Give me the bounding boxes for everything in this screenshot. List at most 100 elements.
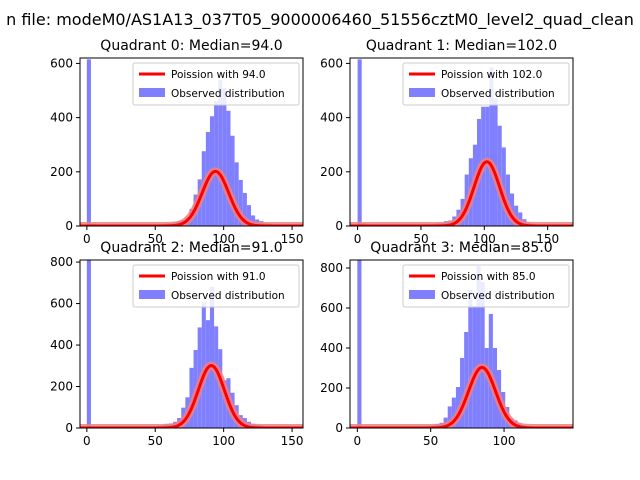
subplot-2: 0 50 100 150 0 200 400 600 800 Quadrant 2: Median… xyxy=(50,240,303,448)
subplot-title: Quadrant 1: Median=102.0 xyxy=(366,38,557,54)
histogram-bar xyxy=(214,101,219,226)
y-tick-label: 0 xyxy=(65,421,73,435)
x-tick-label: 50 xyxy=(423,434,438,448)
subplot-0: 0 50 100 150 0 200 400 600 Quadrant 0: Median=94… xyxy=(50,38,303,246)
legend: Poission with 102.0 Observed distribution xyxy=(402,62,570,106)
subplot-title: Quadrant 3: Median=85.0 xyxy=(370,240,552,256)
y-tick-label: 800 xyxy=(320,261,343,275)
x-tick-label: 150 xyxy=(281,434,304,448)
subplot-3: 0 50 100 0 200 400 600 800 Quadrant 3: Median=85… xyxy=(320,240,574,448)
y-tick-label: 200 xyxy=(50,380,73,394)
y-tick-label: 400 xyxy=(320,111,343,125)
histogram-bar xyxy=(447,406,452,428)
legend-box xyxy=(402,62,570,106)
histogram-bar xyxy=(464,332,469,428)
figure-suptitle: n file: modeM0/AS1A13_037T05_9000006460_… xyxy=(6,10,634,30)
legend-bar-label: Observed distribution xyxy=(171,88,285,100)
histogram-bar xyxy=(472,306,477,428)
legend-box xyxy=(132,264,300,308)
x-tick-label: 100 xyxy=(493,434,516,448)
y-tick-label: 800 xyxy=(50,255,73,269)
legend-bar-swatch xyxy=(409,88,435,97)
histogram-bar xyxy=(209,286,215,428)
histogram-bar xyxy=(357,260,362,428)
x-tick-label: 150 xyxy=(536,232,559,246)
x-tick-label: 100 xyxy=(212,434,235,448)
subplot-title: Quadrant 2: Median=91.0 xyxy=(100,240,282,256)
histogram-bar xyxy=(226,110,231,226)
histogram-bar xyxy=(86,260,91,428)
y-tick-label: 600 xyxy=(50,56,73,70)
y-tick-label: 0 xyxy=(335,421,343,435)
y-tick-label: 200 xyxy=(50,165,73,179)
y-tick-label: 400 xyxy=(50,111,73,125)
histogram-bar xyxy=(222,380,227,428)
histogram-bar xyxy=(251,215,256,226)
legend-bar-label: Observed distribution xyxy=(441,88,555,100)
histogram-bar xyxy=(238,179,243,226)
legend: Poission with 91.0 Observed distribution xyxy=(132,264,300,308)
y-tick-label: 200 xyxy=(320,165,343,179)
poisson-curve xyxy=(350,160,573,226)
histogram-bar xyxy=(460,358,465,428)
histogram-bar xyxy=(86,59,91,226)
subplot-1: 0 50 100 150 0 200 400 600 Quadrant 1: Median=10… xyxy=(320,38,574,246)
legend-bar-swatch xyxy=(139,290,165,299)
legend-box xyxy=(402,264,570,308)
histogram-bar xyxy=(501,147,506,226)
legend-line-label: Poission with 91.0 xyxy=(171,271,266,283)
y-tick-label: 400 xyxy=(50,338,73,352)
histogram-bar xyxy=(451,397,456,428)
histogram-bar xyxy=(246,205,252,226)
axes-frame xyxy=(349,259,574,429)
poisson-curve xyxy=(80,169,303,226)
histogram-bar xyxy=(218,79,223,226)
y-tick-label: 0 xyxy=(65,219,73,233)
axes-frame xyxy=(79,57,304,227)
x-tick-label: 0 xyxy=(83,232,91,246)
histogram-bar xyxy=(242,192,247,226)
x-tick-label: 50 xyxy=(413,232,428,246)
histogram-bar xyxy=(201,302,206,428)
histogram-bar xyxy=(484,348,489,428)
x-tick-label: 150 xyxy=(281,232,304,246)
histogram-bar xyxy=(476,266,481,428)
histogram-bar xyxy=(468,290,473,428)
histogram-bar xyxy=(493,98,498,226)
legend-bar-swatch xyxy=(139,88,165,97)
legend-line-label: Poission with 94.0 xyxy=(171,69,266,81)
y-tick-label: 600 xyxy=(320,301,343,315)
legend-bar-label: Observed distribution xyxy=(441,290,555,302)
histogram-bar xyxy=(357,59,362,226)
y-tick-label: 0 xyxy=(335,219,343,233)
x-tick-label: 0 xyxy=(354,434,362,448)
axes-frame xyxy=(349,57,574,227)
legend: Poission with 94.0 Observed distribution xyxy=(132,62,300,106)
y-tick-label: 400 xyxy=(320,341,343,355)
histogram-bar xyxy=(234,162,239,226)
legend: Poission with 85.0 Observed distribution xyxy=(402,264,570,308)
histogram-bar xyxy=(230,135,235,226)
histogram-bar xyxy=(222,87,227,226)
subplots: 0 50 100 150 0 200 400 600 Quadrant 0: Median=94… xyxy=(50,38,574,448)
y-tick-label: 600 xyxy=(50,297,73,311)
subplot-title: Quadrant 0: Median=94.0 xyxy=(100,38,282,54)
legend-line-label: Poission with 102.0 xyxy=(441,69,542,81)
legend-bar-swatch xyxy=(409,290,435,299)
histogram-bar xyxy=(518,212,523,226)
legend-box xyxy=(132,62,300,106)
x-tick-label: 0 xyxy=(83,434,91,448)
legend-line-label: Poission with 85.0 xyxy=(441,271,536,283)
y-tick-label: 200 xyxy=(320,381,343,395)
axes-frame xyxy=(79,259,304,429)
legend-bar-label: Observed distribution xyxy=(171,290,285,302)
histogram-bar xyxy=(480,282,485,428)
histogram-bar xyxy=(489,67,494,226)
x-tick-label: 100 xyxy=(473,232,496,246)
y-tick-label: 600 xyxy=(320,56,343,70)
x-tick-label: 50 xyxy=(148,232,163,246)
x-tick-label: 0 xyxy=(354,232,362,246)
x-tick-label: 50 xyxy=(148,434,163,448)
x-tick-label: 100 xyxy=(212,232,235,246)
